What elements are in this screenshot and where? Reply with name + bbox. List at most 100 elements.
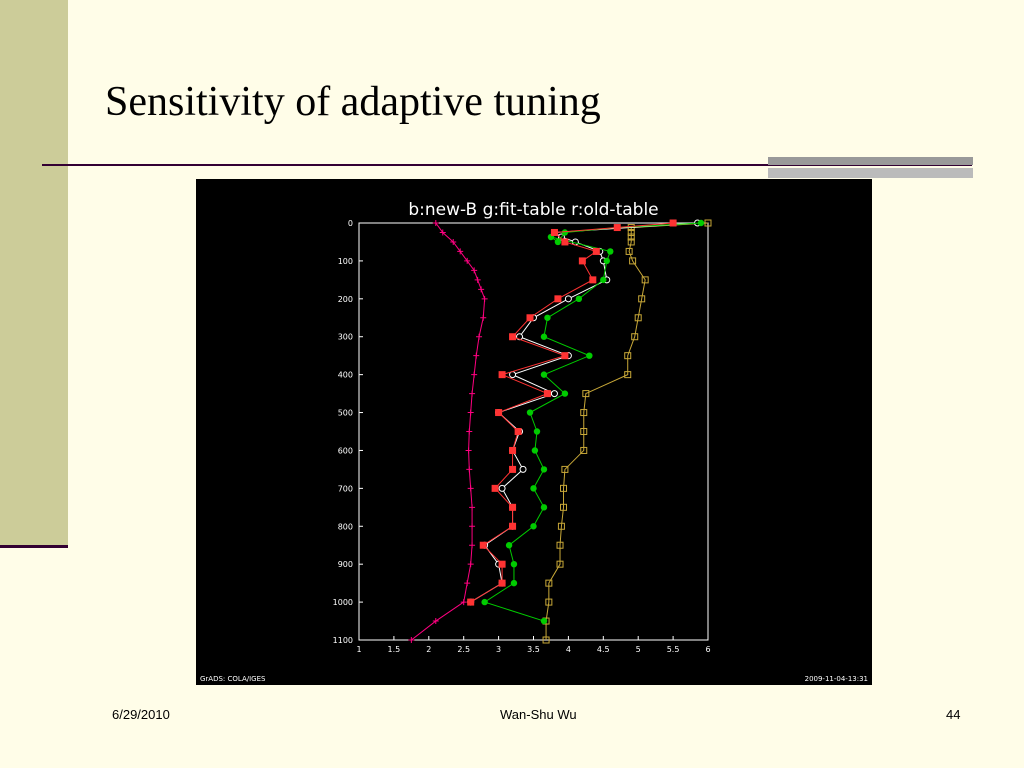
series-2-point <box>498 484 506 492</box>
left-accent-line <box>0 545 68 548</box>
series-0-point <box>469 390 476 397</box>
series-4-point <box>592 247 600 255</box>
series-1-point <box>627 238 635 246</box>
series-4-point <box>498 371 506 379</box>
series-4-point <box>498 560 506 568</box>
series-3-point <box>561 229 569 236</box>
series-4-point <box>498 579 506 587</box>
series-1-point <box>542 636 550 644</box>
slide-title: Sensitivity of adaptive tuning <box>105 79 601 125</box>
series-0-point <box>467 561 474 568</box>
y-tick-label: 600 <box>338 446 353 455</box>
series-1-point <box>631 333 639 341</box>
series-0-point <box>457 248 464 255</box>
series-2-point <box>564 295 572 303</box>
series-1-point <box>625 247 633 255</box>
grads-credit: GrADS: COLA/IGES <box>200 675 266 683</box>
x-tick-label: 3 <box>496 645 501 654</box>
series-0-point <box>471 371 478 378</box>
series-1-point <box>580 446 588 454</box>
series-0-point <box>466 466 473 473</box>
series-4-point <box>491 484 499 492</box>
series-0-line <box>411 222 486 641</box>
series-4-point <box>467 598 475 606</box>
series-1-point <box>580 428 588 435</box>
y-tick-label: 300 <box>338 333 353 342</box>
x-tick-label: 3.5 <box>527 645 540 654</box>
series-4-point <box>509 465 517 473</box>
series-3-point <box>510 560 518 568</box>
series-3-line <box>483 222 702 622</box>
series-4-point <box>509 522 517 530</box>
series-4-line <box>470 222 674 603</box>
y-tick-label: 1000 <box>333 598 353 607</box>
rule-accent-lower <box>768 168 973 178</box>
series-0-point <box>432 220 439 226</box>
x-tick-label: 5 <box>636 645 641 654</box>
series-4-point <box>578 257 586 265</box>
series-1-point <box>582 390 590 398</box>
footer-date: 6/29/2010 <box>112 707 170 722</box>
series-0-point <box>439 229 446 236</box>
y-tick-label: 800 <box>338 522 353 531</box>
page-number: 44 <box>946 707 961 722</box>
series-1-point <box>560 503 568 511</box>
x-tick-label: 6 <box>705 645 710 654</box>
series-3-point <box>603 257 610 265</box>
y-tick-label: 700 <box>338 484 353 493</box>
series-3-point <box>540 617 548 625</box>
y-tick-label: 900 <box>338 560 353 569</box>
series-3-point <box>540 333 548 340</box>
series-1-point <box>704 219 712 227</box>
x-tick-label: 2.5 <box>457 645 470 654</box>
title-rule <box>42 164 972 166</box>
series-1-point <box>556 541 564 549</box>
series-1-point <box>634 314 642 322</box>
series-3-point <box>575 295 583 303</box>
series-0-point <box>480 314 487 321</box>
series-1-point <box>545 579 553 587</box>
x-tick-label: 4 <box>566 645 571 654</box>
series-4-point <box>509 333 517 341</box>
series-1-point <box>561 465 569 473</box>
series-1-point <box>627 228 635 236</box>
rule-accent-upper <box>768 157 973 165</box>
series-0-point <box>469 504 476 511</box>
series-0-point <box>478 286 485 293</box>
series-1-point <box>638 295 646 303</box>
series-0-point <box>460 599 467 606</box>
chart-svg: b:new-B g:fit-table r:old-table 1 1.5 2 2.5 3… <box>200 200 868 683</box>
y-tick-label: 0 <box>348 219 353 228</box>
series-0-point <box>473 352 480 359</box>
series-0-point <box>464 580 471 587</box>
series-3-point <box>540 466 548 473</box>
series-0-point <box>465 447 472 454</box>
chart-title: b:new-B g:fit-table r:old-table <box>408 200 658 220</box>
series-4-point <box>526 314 534 322</box>
series-4-point <box>561 352 569 360</box>
series-1-point <box>629 257 637 265</box>
x-tick-label: 4.5 <box>597 645 610 654</box>
series-3-point <box>586 352 593 359</box>
series-3-point <box>544 314 551 321</box>
series-0-point <box>469 542 476 549</box>
series-4-point <box>561 238 569 246</box>
series-0-point <box>481 295 488 302</box>
series-4-point <box>669 219 677 227</box>
series-4-point <box>613 224 621 232</box>
series-3-point <box>607 248 614 255</box>
plot-timestamp: 2009-11-04-13:31 <box>805 675 868 683</box>
series-0-point <box>464 257 471 264</box>
series-3-point <box>526 409 534 416</box>
series-0-point <box>476 333 483 340</box>
series-1-point <box>627 233 635 241</box>
chart-image: b:new-B g:fit-table r:old-table 1 1.5 2 2.5 3… <box>196 179 872 685</box>
series-0-point <box>466 428 473 435</box>
y-tick-label: 500 <box>338 409 353 418</box>
series-3-point <box>530 523 537 530</box>
series-0-point <box>469 523 476 530</box>
series-3-point <box>540 371 548 378</box>
series-4-point <box>509 446 517 454</box>
y-tick-label: 400 <box>338 371 353 380</box>
plot-frame <box>358 222 709 641</box>
